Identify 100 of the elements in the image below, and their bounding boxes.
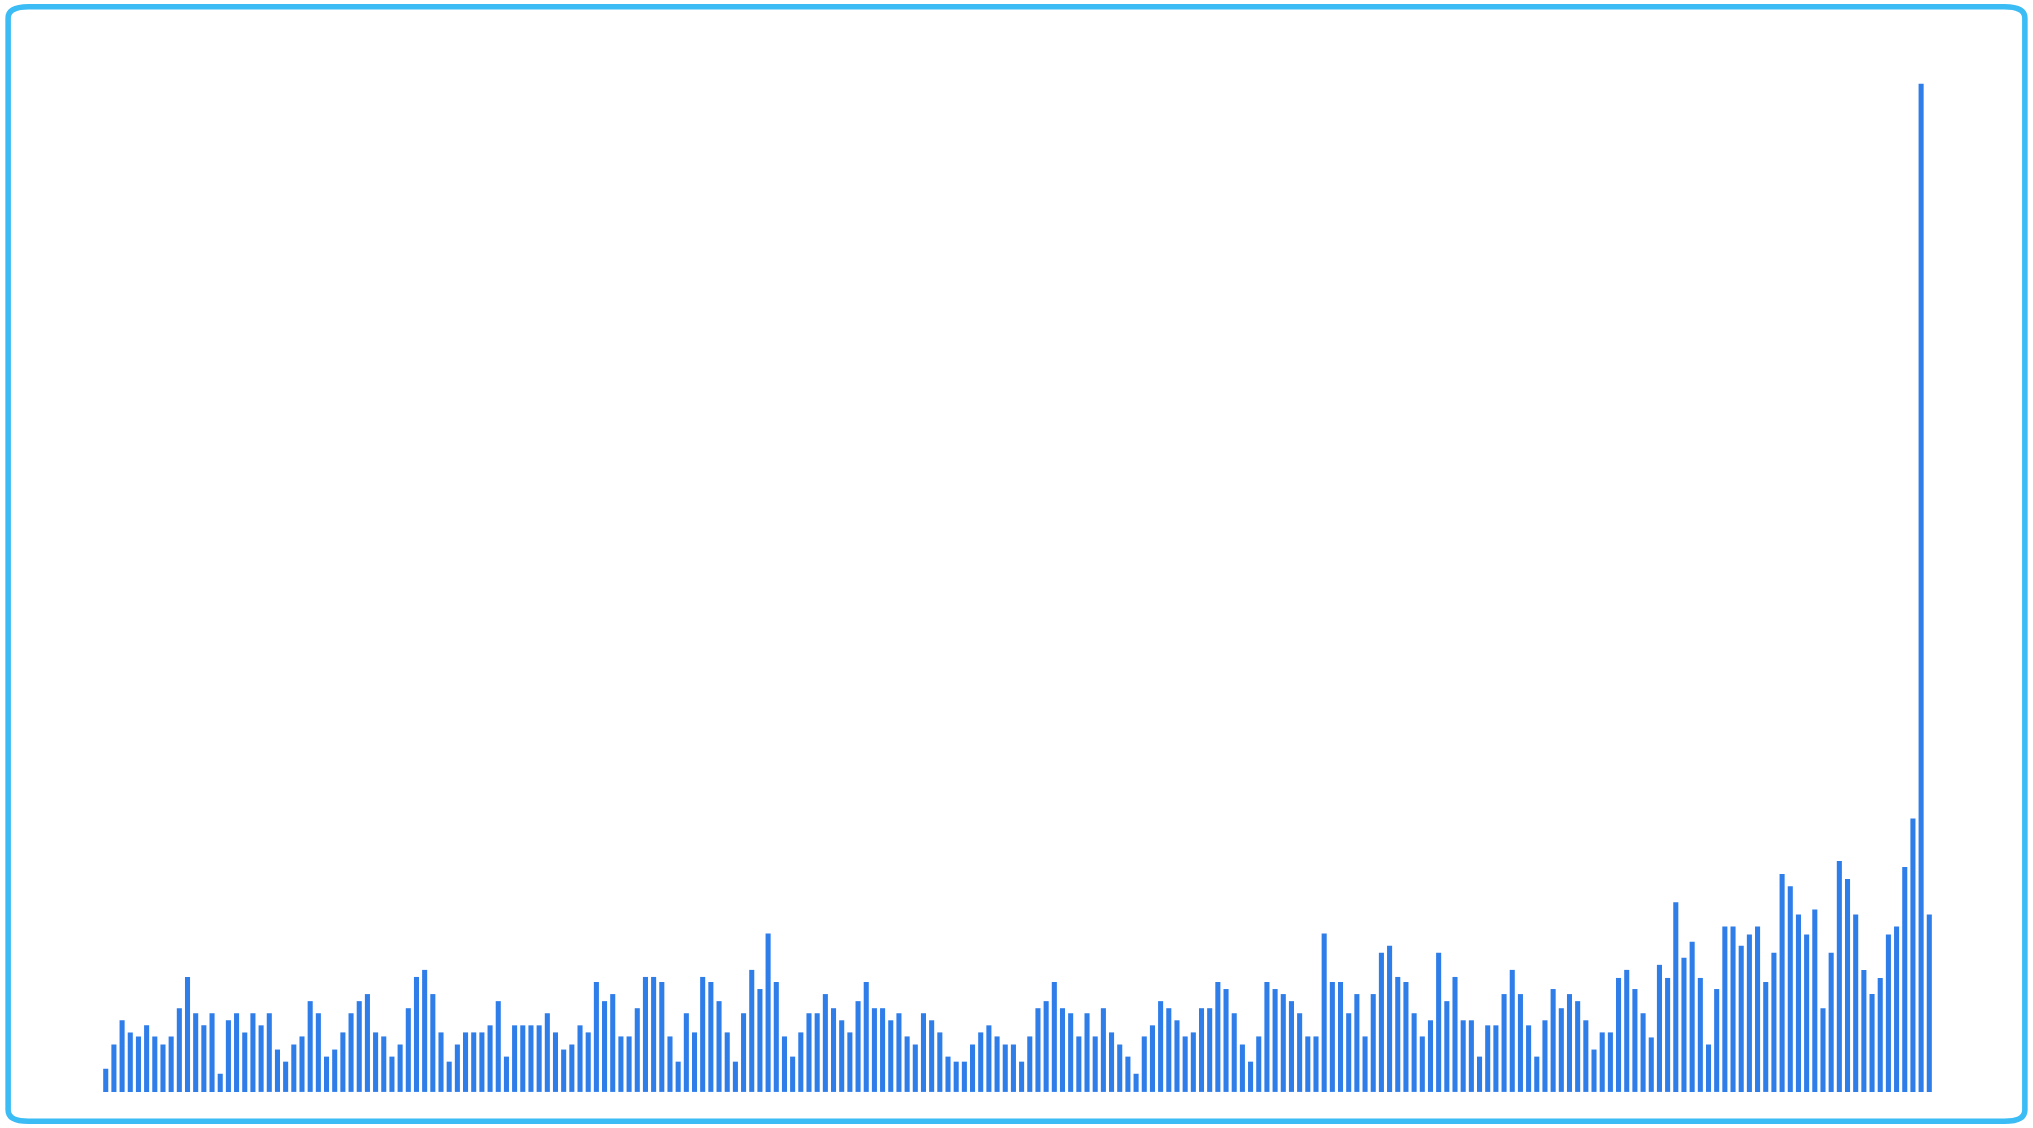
bar: [839, 1020, 845, 1092]
bar: [1019, 1061, 1025, 1092]
bar: [1616, 977, 1622, 1092]
bar: [651, 976, 657, 1092]
bar: [1705, 1044, 1712, 1092]
bar: [642, 976, 648, 1092]
bar: [503, 1056, 509, 1092]
bar: [1239, 1044, 1245, 1092]
bar: [1059, 1008, 1066, 1092]
bar: [1566, 994, 1573, 1092]
bar: [994, 1036, 1000, 1092]
bar: [552, 1032, 559, 1092]
bar: [144, 1025, 150, 1092]
bar: [234, 1013, 240, 1092]
bar: [1885, 934, 1891, 1092]
bar: [1297, 1013, 1303, 1092]
bar: [225, 1020, 231, 1092]
bar: [1468, 1020, 1474, 1092]
bar: [160, 1044, 166, 1092]
bar: [413, 976, 420, 1092]
bar: [863, 981, 869, 1092]
bar: [880, 1008, 886, 1092]
bar: [855, 1001, 861, 1092]
bar: [1337, 981, 1344, 1092]
bar: [1460, 1020, 1466, 1092]
bar: [291, 1044, 297, 1092]
bar: [1795, 914, 1801, 1092]
bar: [1084, 1013, 1090, 1092]
bar: [675, 1061, 681, 1092]
bar: [1926, 914, 1932, 1092]
bar: [1207, 1008, 1213, 1092]
bar: [250, 1013, 256, 1092]
bar: [1231, 1013, 1237, 1092]
bar: [1190, 1032, 1196, 1092]
bar: [1697, 977, 1703, 1092]
bar: [184, 976, 191, 1092]
bar: [544, 1013, 550, 1092]
bar: [1894, 926, 1900, 1092]
bar: [1722, 926, 1728, 1092]
bar: [1280, 994, 1286, 1092]
bar: [1575, 1001, 1581, 1092]
bar: [569, 1044, 575, 1092]
bar: [283, 1061, 289, 1092]
bar: [209, 1013, 215, 1092]
bar: [1403, 981, 1409, 1092]
bar: [610, 994, 616, 1092]
bar: [1534, 1056, 1540, 1092]
bar: [822, 994, 828, 1092]
bar: [323, 1056, 330, 1092]
bar: [1714, 989, 1720, 1092]
bar: [1648, 1037, 1654, 1092]
bar: [1910, 818, 1916, 1092]
bar: [1141, 1036, 1147, 1092]
bar: [561, 1049, 567, 1092]
bar: [1198, 1008, 1205, 1092]
bar: [103, 1068, 109, 1092]
bar: [749, 969, 755, 1092]
bar: [1861, 969, 1867, 1092]
bar: [332, 1049, 338, 1092]
bar: [1624, 969, 1630, 1092]
bar: [430, 994, 436, 1092]
bar: [896, 1013, 902, 1092]
bar: [1509, 969, 1515, 1092]
bar: [1092, 1036, 1098, 1092]
bar: [520, 1025, 526, 1092]
bar: [1117, 1044, 1123, 1092]
bar: [438, 1032, 444, 1092]
bar: [945, 1056, 951, 1092]
bar: [626, 1036, 632, 1092]
bar: [1444, 1001, 1450, 1092]
bar: [920, 1013, 927, 1092]
bar: [1673, 902, 1679, 1092]
bar: [1354, 994, 1360, 1092]
bar: [258, 1025, 264, 1092]
bar: [1035, 1008, 1041, 1092]
bar: [1820, 1008, 1826, 1092]
bar: [1346, 1013, 1352, 1092]
bar: [1583, 1020, 1589, 1092]
bar: [1763, 981, 1769, 1092]
bar: [757, 989, 763, 1092]
bar: [446, 1061, 452, 1092]
bar: [1149, 1025, 1155, 1092]
bar: [765, 933, 771, 1092]
bar: [422, 969, 428, 1092]
bar: [1853, 914, 1859, 1092]
bar: [266, 1013, 272, 1092]
bar: [1321, 933, 1327, 1092]
bar: [1812, 909, 1818, 1092]
bar: [716, 1001, 722, 1092]
bar: [659, 981, 665, 1092]
bar: [479, 1032, 485, 1092]
bar: [634, 1008, 640, 1092]
bar: [536, 1025, 542, 1092]
bar: [1493, 1025, 1499, 1092]
bar: [1755, 926, 1761, 1092]
bar: [1248, 1061, 1254, 1092]
bar: [1640, 1013, 1646, 1092]
bar: [1378, 952, 1384, 1092]
bar: [1182, 1036, 1188, 1092]
bar: [1166, 1008, 1172, 1092]
